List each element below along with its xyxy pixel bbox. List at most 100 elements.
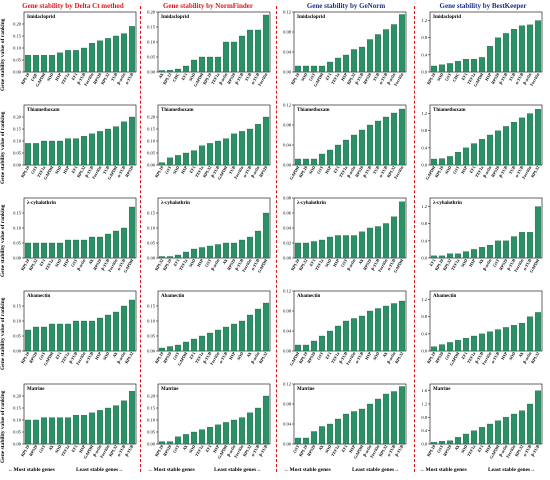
- y-tick-label: 0.20: [13, 22, 22, 27]
- category-label: Ferritin: [99, 443, 111, 458]
- bar: [518, 25, 526, 73]
- y-tick-label: 0.00: [147, 256, 156, 261]
- bar: [88, 133, 96, 166]
- category-label: RPL32: [76, 165, 87, 178]
- y-tick-label: 0.08: [283, 402, 292, 407]
- bar: [104, 314, 112, 352]
- category-label: Ferritin: [233, 164, 245, 179]
- y-tick-label: 0.20: [147, 394, 156, 399]
- y-tick-label: 0.12: [283, 10, 291, 15]
- bar: [230, 242, 238, 259]
- bar: [502, 240, 510, 259]
- y-tick-label: 0.10: [147, 418, 156, 423]
- bar: [80, 239, 88, 259]
- bar: [358, 46, 366, 73]
- bar: [438, 255, 446, 259]
- bar: [246, 236, 254, 259]
- bar: [104, 128, 112, 166]
- bar: [462, 58, 470, 73]
- bar: [534, 312, 542, 352]
- panel-title: Imidacloprid: [161, 15, 189, 20]
- y-tick-label: 0.0: [421, 442, 427, 447]
- category-label: α-TUB: [116, 444, 127, 457]
- category-label: RPS20: [354, 165, 364, 178]
- plot-frame: [293, 104, 407, 166]
- bar: [294, 344, 302, 352]
- y-tick-label: 0.8: [421, 221, 427, 226]
- category-label: TUB: [228, 165, 237, 175]
- bar: [494, 130, 502, 166]
- bar: [64, 417, 72, 445]
- category-label: Ak: [221, 257, 228, 265]
- bar: [166, 441, 174, 445]
- category-label: RPL32: [124, 351, 135, 364]
- bar: [478, 333, 486, 352]
- category-label: TEF1a: [60, 350, 71, 364]
- bar: [366, 403, 374, 445]
- bar: [366, 310, 374, 352]
- category-label: TEF1a: [466, 71, 477, 85]
- category-label: HSP: [484, 444, 493, 454]
- category-label: RPL10: [20, 165, 31, 178]
- bar: [398, 300, 406, 352]
- category-label: α-TUB: [490, 351, 501, 364]
- category-label: RPL10: [298, 351, 309, 364]
- category-label: HSP: [78, 444, 87, 454]
- bar: [174, 155, 182, 166]
- category-label: TEF1a: [330, 350, 341, 364]
- y-tick-label: 0.00: [283, 163, 292, 168]
- category-label: α-TUB: [84, 351, 95, 364]
- footer-least-stable: Least stable genes→: [488, 467, 536, 473]
- bar: [40, 417, 48, 445]
- bar: [222, 242, 230, 259]
- bar: [486, 423, 494, 445]
- bar: [342, 413, 350, 445]
- category-label: β-TUB: [530, 444, 541, 457]
- y-tick-label: 0.10: [13, 226, 22, 231]
- category-label: β-actin: [346, 257, 357, 271]
- y-tick-label: 0.08: [283, 309, 292, 314]
- y-tick-label: 0.15: [13, 406, 22, 411]
- y-tick-label: 0.4: [421, 428, 427, 433]
- bar: [494, 240, 502, 259]
- category-label: Ak: [317, 443, 324, 451]
- category-label: GST: [204, 258, 213, 268]
- y-tick-label: 0.00: [13, 349, 22, 354]
- chart-panel: 0.00 0.05 0.10 0.15 0.20 Thiamethoxam RPL10 GST…: [13, 104, 137, 181]
- category-label: SOD: [460, 258, 469, 268]
- column-divider: [276, 6, 277, 472]
- bar: [174, 254, 182, 259]
- bar: [326, 149, 334, 166]
- bar: [342, 235, 350, 259]
- category-label: RPS20: [434, 351, 444, 364]
- column-title-bestkeeper: Gene stability by BestKeeper: [439, 2, 527, 10]
- bar: [446, 440, 454, 445]
- plot-frame: [23, 383, 137, 445]
- plot-frame: [429, 11, 543, 73]
- bar: [390, 216, 398, 259]
- y-tick-label: 0.0: [421, 349, 427, 354]
- category-label: Ak: [453, 443, 460, 451]
- y-tick-label: 0.10: [147, 319, 156, 324]
- y-tick-label: 0.00: [147, 70, 156, 75]
- category-label: α-TUB: [514, 165, 525, 178]
- bar: [56, 52, 64, 73]
- bar: [478, 57, 486, 73]
- category-label: TEF1a: [466, 350, 477, 364]
- category-label: RPL10: [154, 351, 165, 364]
- category-label: HSP: [324, 165, 333, 175]
- bar: [318, 153, 326, 166]
- bar: [40, 140, 48, 166]
- footer-most-stable-label: Most stable genes: [153, 467, 195, 473]
- category-label: EF1: [180, 72, 188, 81]
- y-tick-label: 0.05: [13, 58, 22, 63]
- bar: [104, 38, 112, 73]
- bar: [494, 420, 502, 445]
- bar: [310, 431, 318, 445]
- category-label: Ak: [517, 350, 524, 358]
- y-tick-label: 0.04: [283, 226, 292, 231]
